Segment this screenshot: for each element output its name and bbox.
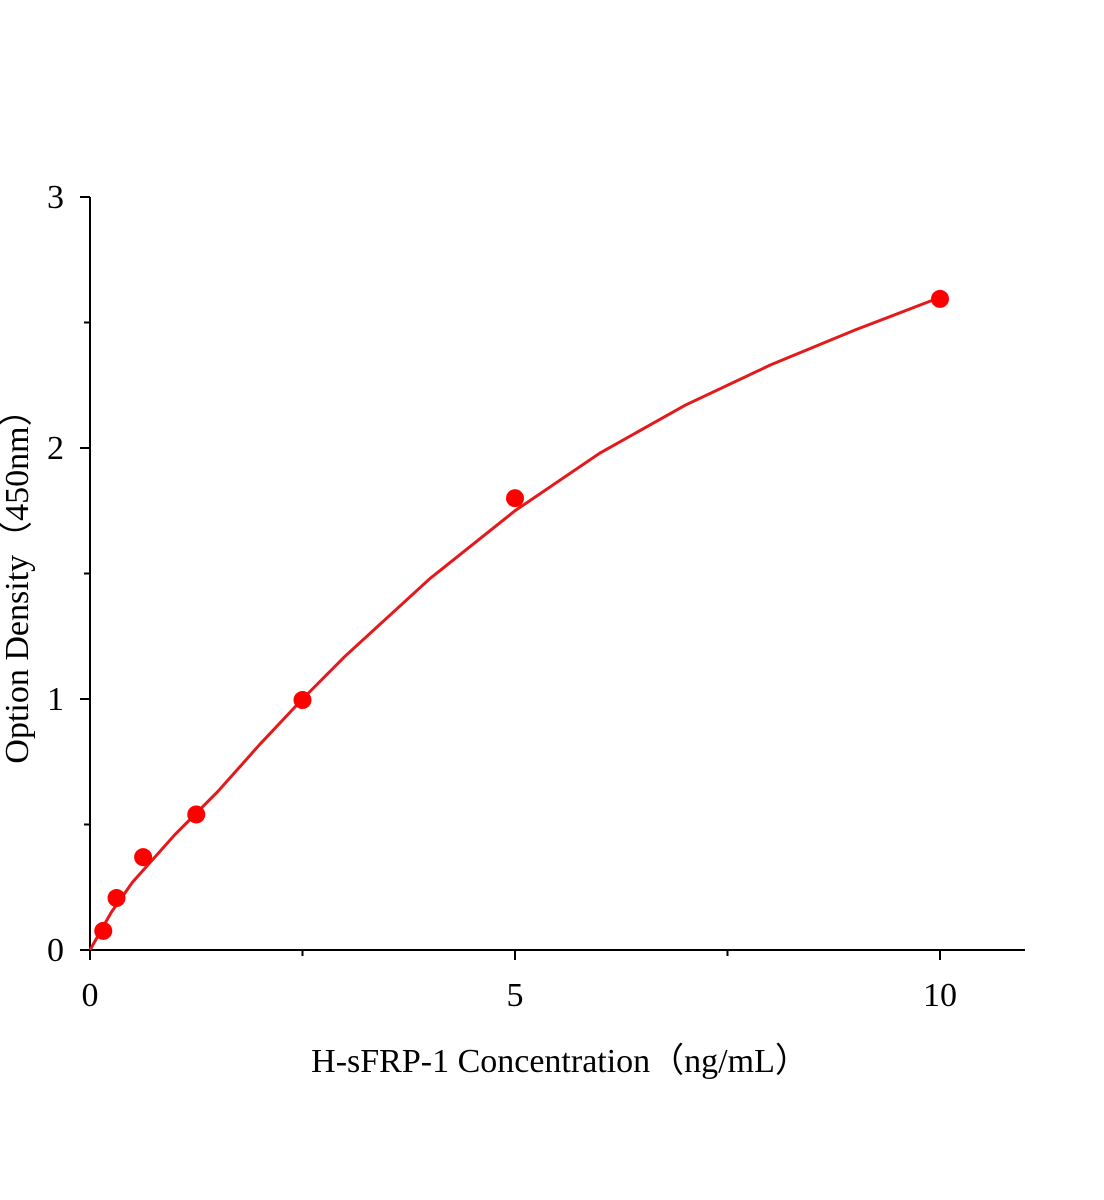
x-tick-label: 0 [82, 977, 99, 1014]
data-point [187, 805, 206, 824]
data-point [506, 489, 524, 508]
data-point [293, 691, 312, 710]
x-tick-label: 5 [507, 977, 524, 1014]
data-point [931, 289, 949, 308]
data-point [94, 921, 113, 940]
y-tick-label: 1 [47, 681, 64, 718]
data-point [107, 889, 126, 908]
fit-curve [88, 295, 941, 951]
y-axis-label: Option Density（450nm） [0, 392, 36, 763]
x-axis-label: H-sFRP-1 Concentration（ng/mL） [311, 1042, 809, 1080]
data-point [134, 848, 153, 867]
y-tick-label: 2 [47, 430, 64, 467]
x-tick-label: 10 [923, 977, 957, 1014]
y-tick-label: 3 [47, 179, 64, 216]
y-tick-label: 0 [47, 932, 64, 969]
